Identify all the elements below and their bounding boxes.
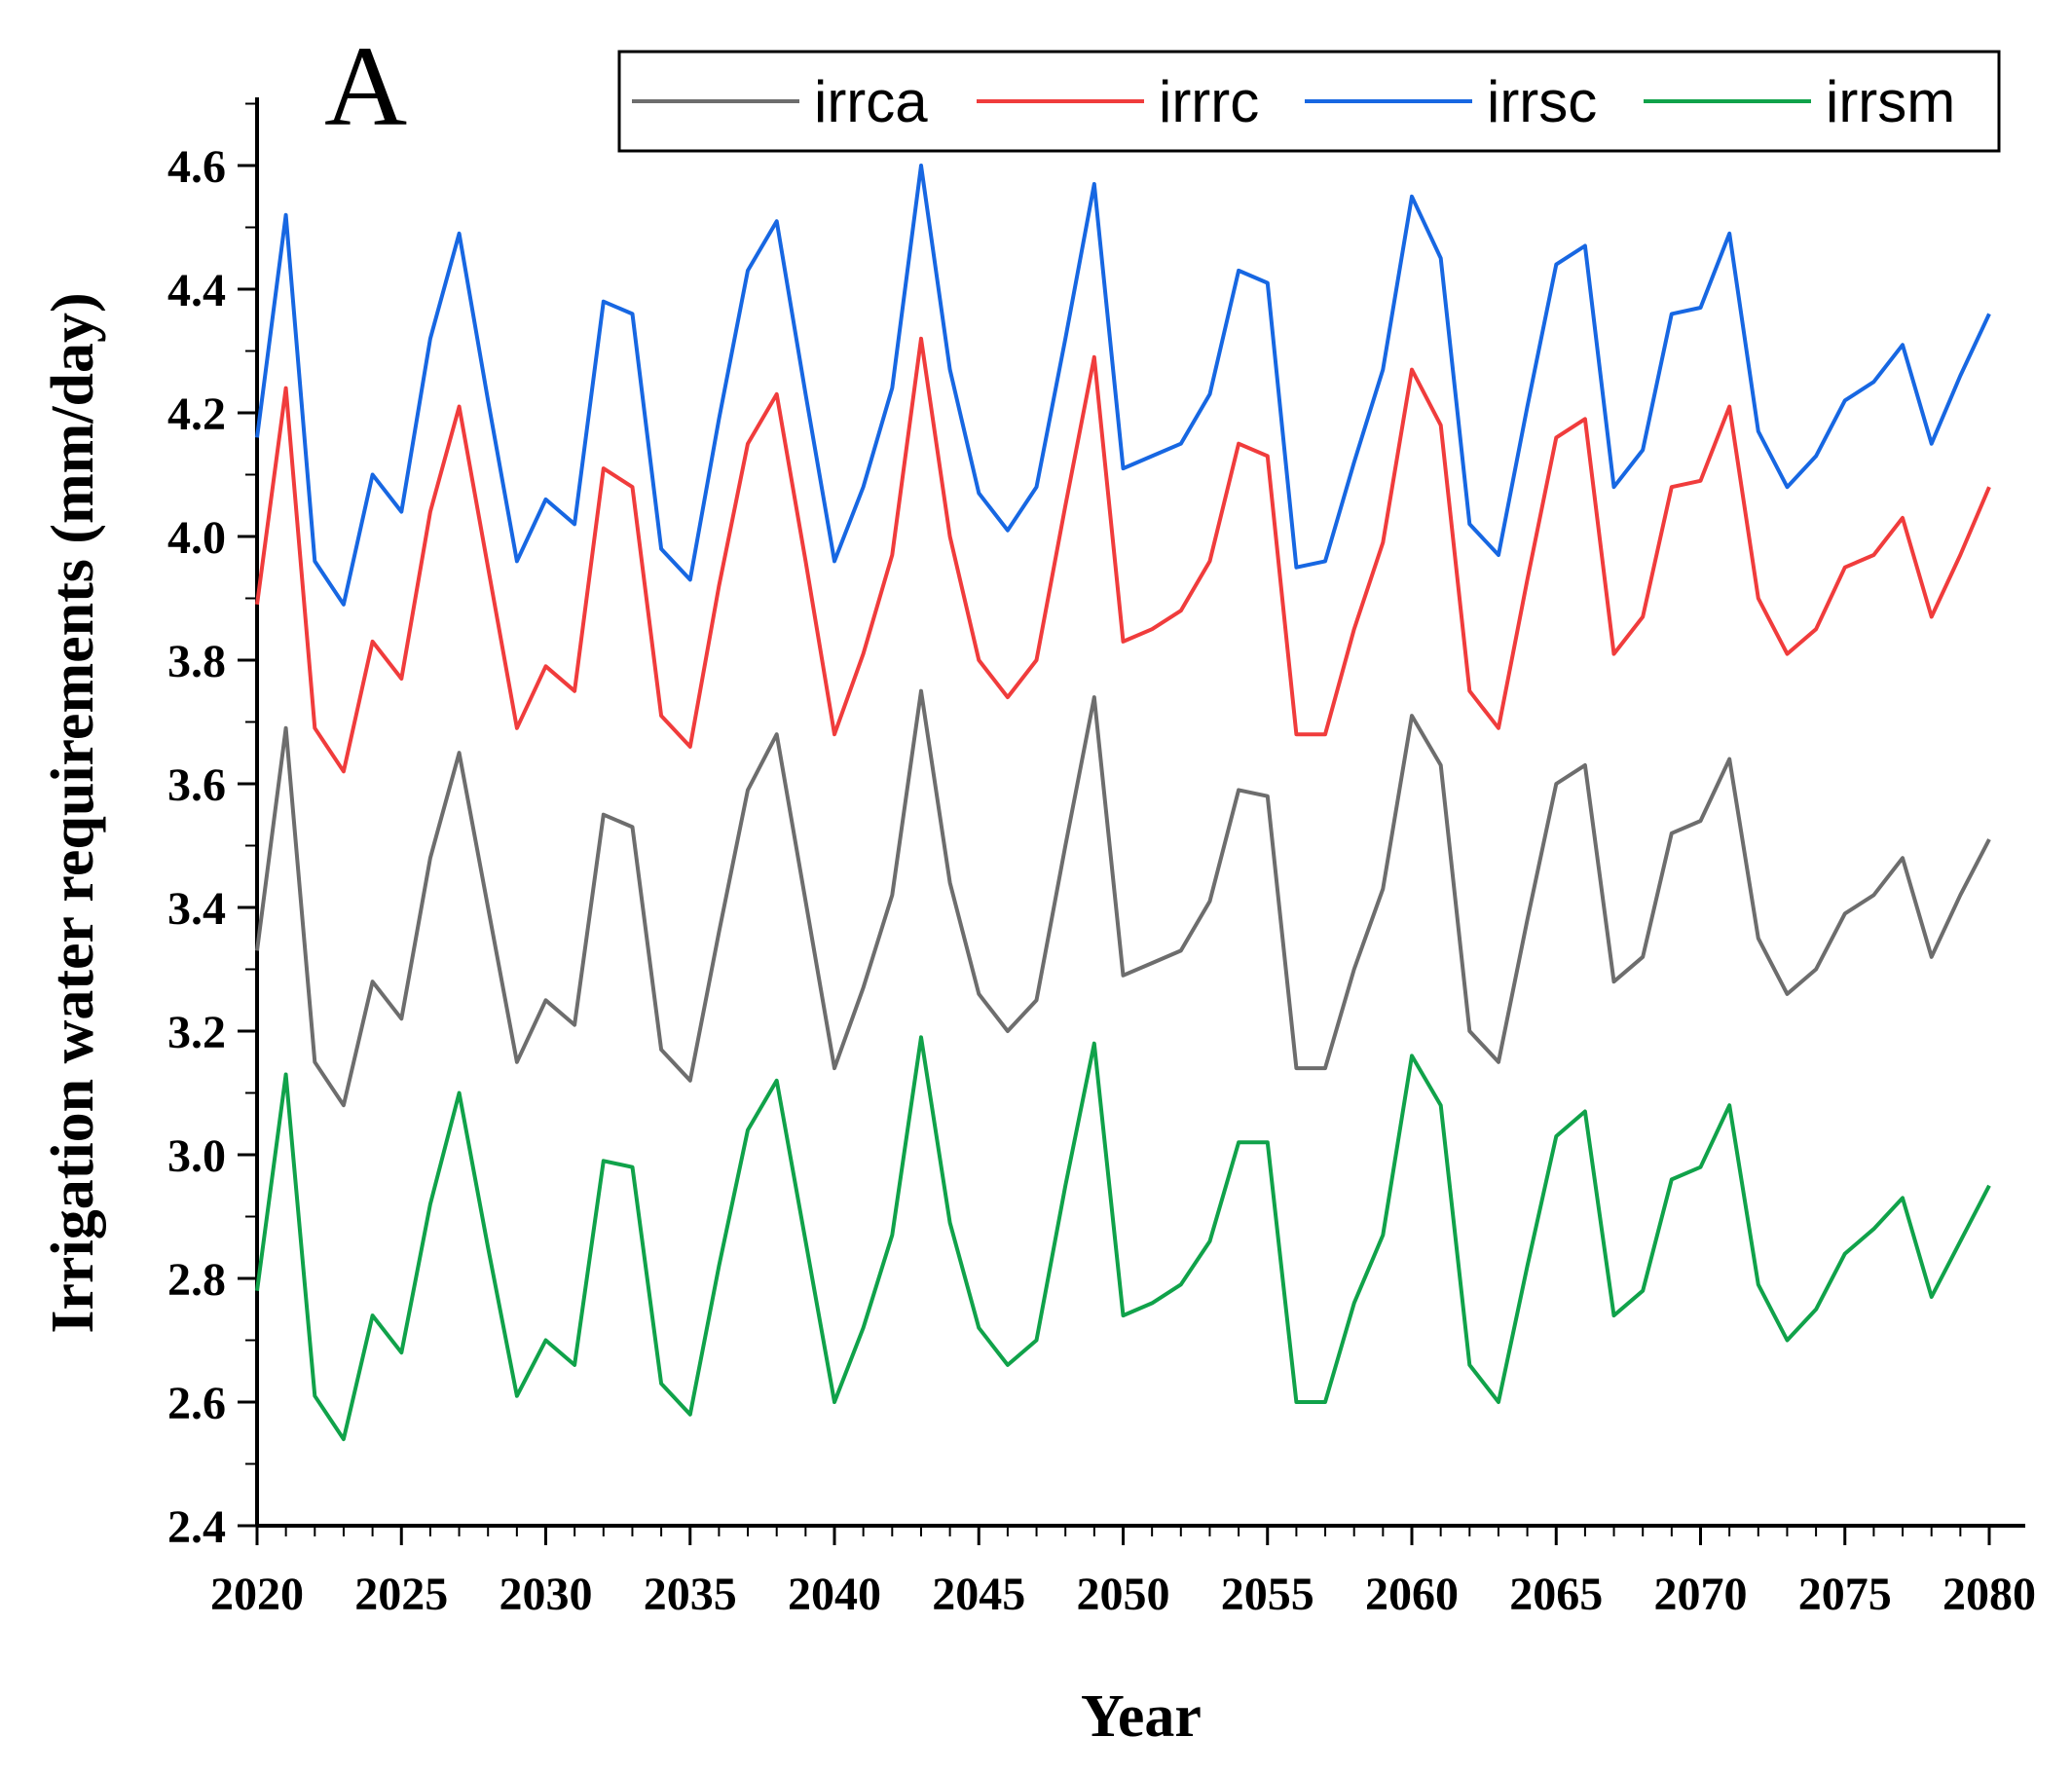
- legend-label-irrrc: irrrc: [1159, 69, 1259, 134]
- y-tick-label: 4.0: [167, 512, 226, 564]
- x-tick-label: 2070: [1654, 1569, 1748, 1620]
- y-tick-label: 2.6: [167, 1378, 226, 1429]
- y-axis-title: Irrigation water requirements (mm/day): [40, 292, 106, 1333]
- x-tick-label: 2055: [1221, 1569, 1314, 1620]
- axes: [255, 97, 2025, 1528]
- y-tick-label: 3.8: [167, 636, 226, 687]
- y-tick-label: 4.4: [167, 265, 226, 316]
- series-line-irrca: [255, 688, 1991, 1108]
- x-axis-title: Year: [1081, 1683, 1202, 1750]
- y-tick-label: 4.6: [167, 141, 226, 193]
- y-tick-label: 3.4: [167, 883, 226, 935]
- series-line-irrrc: [255, 336, 1991, 774]
- x-tick-label: 2030: [500, 1569, 593, 1620]
- x-tick-label: 2025: [354, 1569, 448, 1620]
- x-tick-label: 2075: [1798, 1569, 1892, 1620]
- legend: irrca irrrc irrsc irrsm: [617, 50, 2001, 153]
- x-tick-label: 2080: [1942, 1569, 2036, 1620]
- x-tick-label: 2060: [1365, 1569, 1459, 1620]
- series-line-irrsc: [255, 164, 1991, 607]
- legend-label-irrca: irrca: [814, 69, 928, 134]
- x-tick-label: 2050: [1077, 1569, 1170, 1620]
- y-tick-label: 3.2: [167, 1007, 226, 1058]
- x-tick-label: 2045: [932, 1569, 1025, 1620]
- y-ticks: 2.4 2.6 2.8 3.0 3.2 3.4 3.6 3.8 4.0 4.2 4.4 4.6: [167, 102, 257, 1553]
- x-tick-label: 2040: [788, 1569, 881, 1620]
- x-ticks: 2020 2025 2030 2035 2040 2045 2050 2055 2060 2065…: [210, 1526, 2036, 1620]
- panel-label: A: [324, 22, 407, 150]
- y-tick-label: 3.0: [167, 1130, 226, 1182]
- series-line-irrsm: [255, 1035, 1991, 1442]
- y-tick-label: 2.4: [167, 1501, 226, 1553]
- y-tick-label: 4.2: [167, 388, 226, 440]
- legend-label-irrsc: irrsc: [1487, 69, 1597, 134]
- series-layer: [255, 164, 1991, 1442]
- legend-label-irrsm: irrsm: [1826, 69, 1955, 134]
- y-tick-label: 3.6: [167, 759, 226, 811]
- x-tick-label: 2065: [1509, 1569, 1603, 1620]
- x-tick-label: 2020: [210, 1569, 304, 1620]
- y-tick-label: 2.8: [167, 1254, 226, 1306]
- x-tick-label: 2035: [644, 1569, 737, 1620]
